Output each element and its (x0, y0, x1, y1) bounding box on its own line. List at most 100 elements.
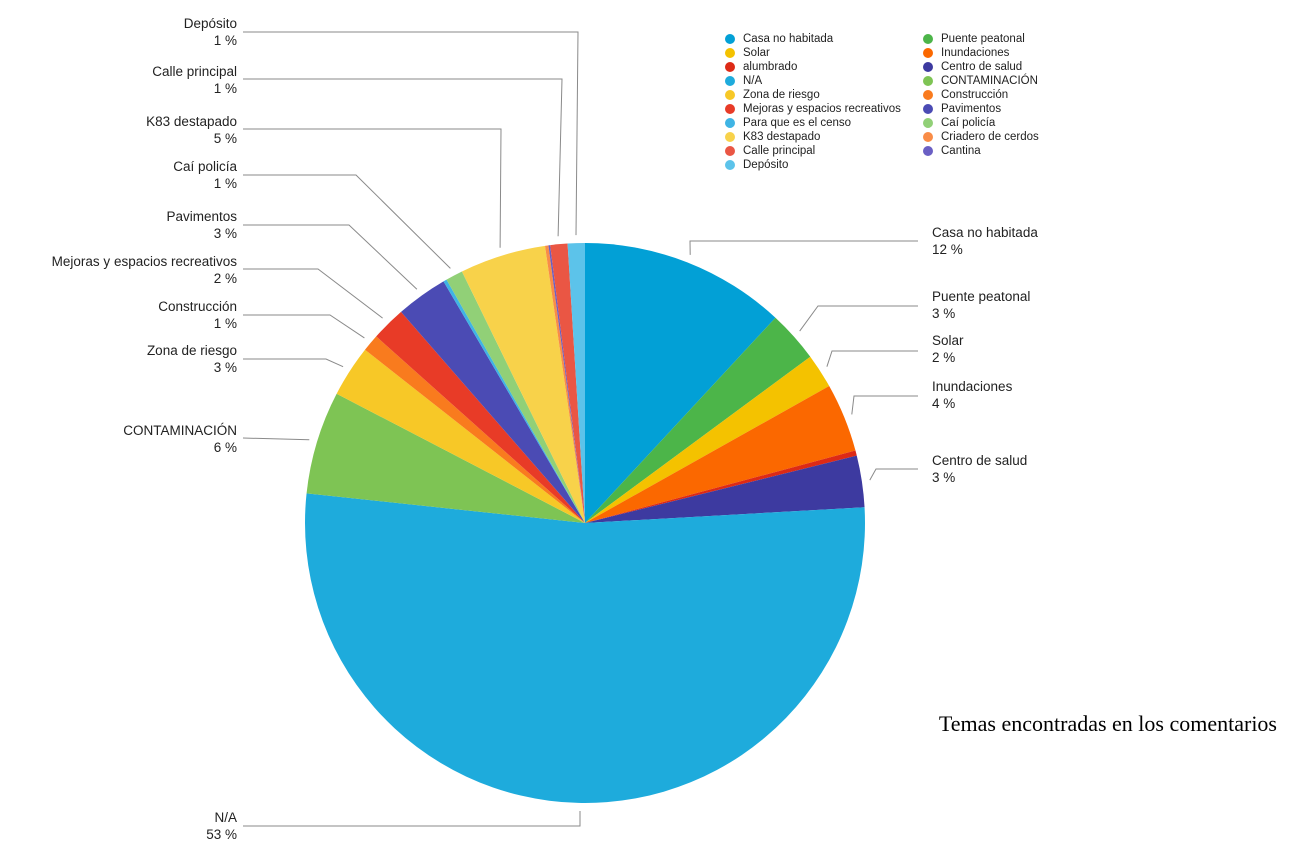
legend-label: Calle principal (743, 145, 816, 157)
legend-label: Solar (743, 47, 770, 59)
legend-label: Casa no habitada (743, 33, 834, 45)
callout-line-inundaciones (851, 395, 918, 415)
data-label-value-pavimentos: 3 % (214, 226, 237, 241)
pie-slice-casa-no-habitada (585, 243, 776, 523)
data-label-name-puente-peatonal: Puente peatonal (932, 289, 1030, 304)
pie-slice-inundaciones (585, 386, 856, 523)
data-label-value-k83-destapado: 5 % (214, 131, 237, 146)
legend-swatch (725, 76, 735, 86)
data-label-name-n-a: N/A (214, 810, 237, 825)
pie-slice-k83-destapado (461, 245, 585, 523)
legend-label: Centro de salud (941, 61, 1023, 73)
callout-line-cai-policia (243, 174, 451, 269)
legend-swatch (923, 146, 933, 156)
legend-item-solar: Solar (722, 46, 901, 60)
legend-item-k83-destapado: K83 destapado (722, 130, 901, 144)
data-label-name-centro-de-salud: Centro de salud (932, 453, 1027, 468)
legend-item-n-a: N/A (722, 74, 901, 88)
callout-line-contaminacion (242, 437, 310, 441)
callout-line-casa-no-habitada (689, 240, 918, 255)
data-label-name-construccion: Construcción (158, 299, 237, 314)
data-label-value-puente-peatonal: 3 % (932, 306, 955, 321)
data-label-name-casa-no-habitada: Casa no habitada (932, 225, 1038, 240)
pie-slice-solar (585, 356, 830, 523)
pie-slices (304, 242, 865, 803)
legend-item-cantina: Cantina (920, 144, 1039, 158)
data-label-name-cai-policia: Caí policía (173, 159, 237, 174)
callout-line-k83-destapado (243, 128, 502, 248)
legend-label: Caí policía (941, 117, 996, 129)
legend-label: K83 destapado (743, 131, 821, 143)
legend-swatch (725, 118, 735, 128)
legend-item-alumbrado: alumbrado (722, 60, 901, 74)
legend-swatch (725, 34, 735, 44)
legend-swatch (923, 104, 933, 114)
legend-item-cai-policia: Caí policía (920, 116, 1039, 130)
legend-item-calle-principal: Calle principal (722, 144, 901, 158)
legend-swatch (923, 132, 933, 142)
legend-item-para-que-es-el-censo: Para que es el censo (722, 116, 901, 130)
legend-label: CONTAMINACIÓN (941, 75, 1038, 87)
legend-swatch (923, 62, 933, 72)
legend-item-contaminacion: CONTAMINACIÓN (920, 74, 1039, 88)
callout-line-mejoras-y-espacios-recreativos (243, 268, 383, 319)
callout-line-puente-peatonal (799, 305, 918, 332)
legend-swatch (923, 90, 933, 100)
callout-line-zona-de-riesgo (243, 358, 344, 368)
pie-slice-calle-principal (550, 243, 585, 524)
legend-item-puente-peatonal: Puente peatonal (920, 32, 1039, 46)
data-label-value-calle-principal: 1 % (214, 81, 237, 96)
legend-item-deposito: Depósito (722, 158, 901, 172)
data-label-name-mejoras-y-espacios-recreativos: Mejoras y espacios recreativos (52, 254, 238, 269)
legend-item-zona-de-riesgo: Zona de riesgo (722, 88, 901, 102)
legend-column-1: Casa no habitada Solar alumbrado N/A Zona de… (722, 32, 901, 172)
data-label-value-inundaciones: 4 % (932, 396, 955, 411)
data-label-name-contaminacion: CONTAMINACIÓN (123, 423, 237, 438)
pie-slice-contaminacion (306, 393, 585, 523)
callout-line-n-a (243, 811, 581, 827)
data-label-name-k83-destapado: K83 destapado (146, 114, 237, 129)
data-label-value-cai-policia: 1 % (214, 176, 237, 191)
data-label-value-mejoras-y-espacios-recreativos: 2 % (214, 271, 237, 286)
legend-swatch (725, 48, 735, 58)
data-label-value-contaminacion: 6 % (214, 440, 237, 455)
legend-item-pavimentos: Pavimentos (920, 102, 1039, 116)
callout-line-solar (826, 350, 918, 367)
chart-title: Temas encontradas en los comentarios (938, 711, 1277, 736)
data-label-name-zona-de-riesgo: Zona de riesgo (147, 343, 237, 358)
callout-line-pavimentos (243, 224, 418, 290)
legend-label: Zona de riesgo (743, 89, 820, 101)
legend-label: Depósito (743, 159, 789, 171)
data-label-value-deposito: 1 % (214, 33, 237, 48)
legend-label: Mejoras y espacios recreativos (743, 103, 901, 115)
legend-label: Construcción (941, 89, 1009, 101)
pie-slice-para-que-es-el-censo (443, 279, 585, 523)
legend-swatch (725, 146, 735, 156)
callout-line-deposito (243, 31, 579, 236)
pie-slice-n-a (304, 493, 865, 803)
legend-swatch (725, 160, 735, 170)
callout-line-construccion (243, 314, 365, 339)
data-label-value-solar: 2 % (932, 350, 955, 365)
legend-label: Pavimentos (941, 103, 1002, 115)
data-label-value-n-a: 53 % (206, 827, 237, 842)
legend-label: Para que es el censo (743, 117, 852, 129)
pie-slice-deposito (567, 242, 585, 523)
legend-swatch (725, 104, 735, 114)
pie-slice-mejoras-y-espacios-recreativos (376, 311, 585, 523)
legend-item-centro-de-salud: Centro de salud (920, 60, 1039, 74)
data-label-name-deposito: Depósito (184, 16, 237, 31)
legend-item-mejoras-y-espacios-recreativos: Mejoras y espacios recreativos (722, 102, 901, 116)
legend-item-criadero-de-cerdos: Criadero de cerdos (920, 130, 1039, 144)
legend-label: Puente peatonal (941, 33, 1025, 45)
callout-lines (242, 31, 918, 827)
callout-labels: Casa no habitada 12 % Puente peatonal 3 % So… (52, 16, 1039, 842)
legend-label: Criadero de cerdos (941, 131, 1039, 143)
legend-swatch (923, 76, 933, 86)
data-label-value-centro-de-salud: 3 % (932, 470, 955, 485)
pie-slice-puente-peatonal (585, 317, 811, 523)
legend-label: Cantina (941, 145, 981, 157)
legend-swatch (725, 62, 735, 72)
legend-column-2: Puente peatonal Inundaciones Centro de sal… (920, 32, 1039, 158)
